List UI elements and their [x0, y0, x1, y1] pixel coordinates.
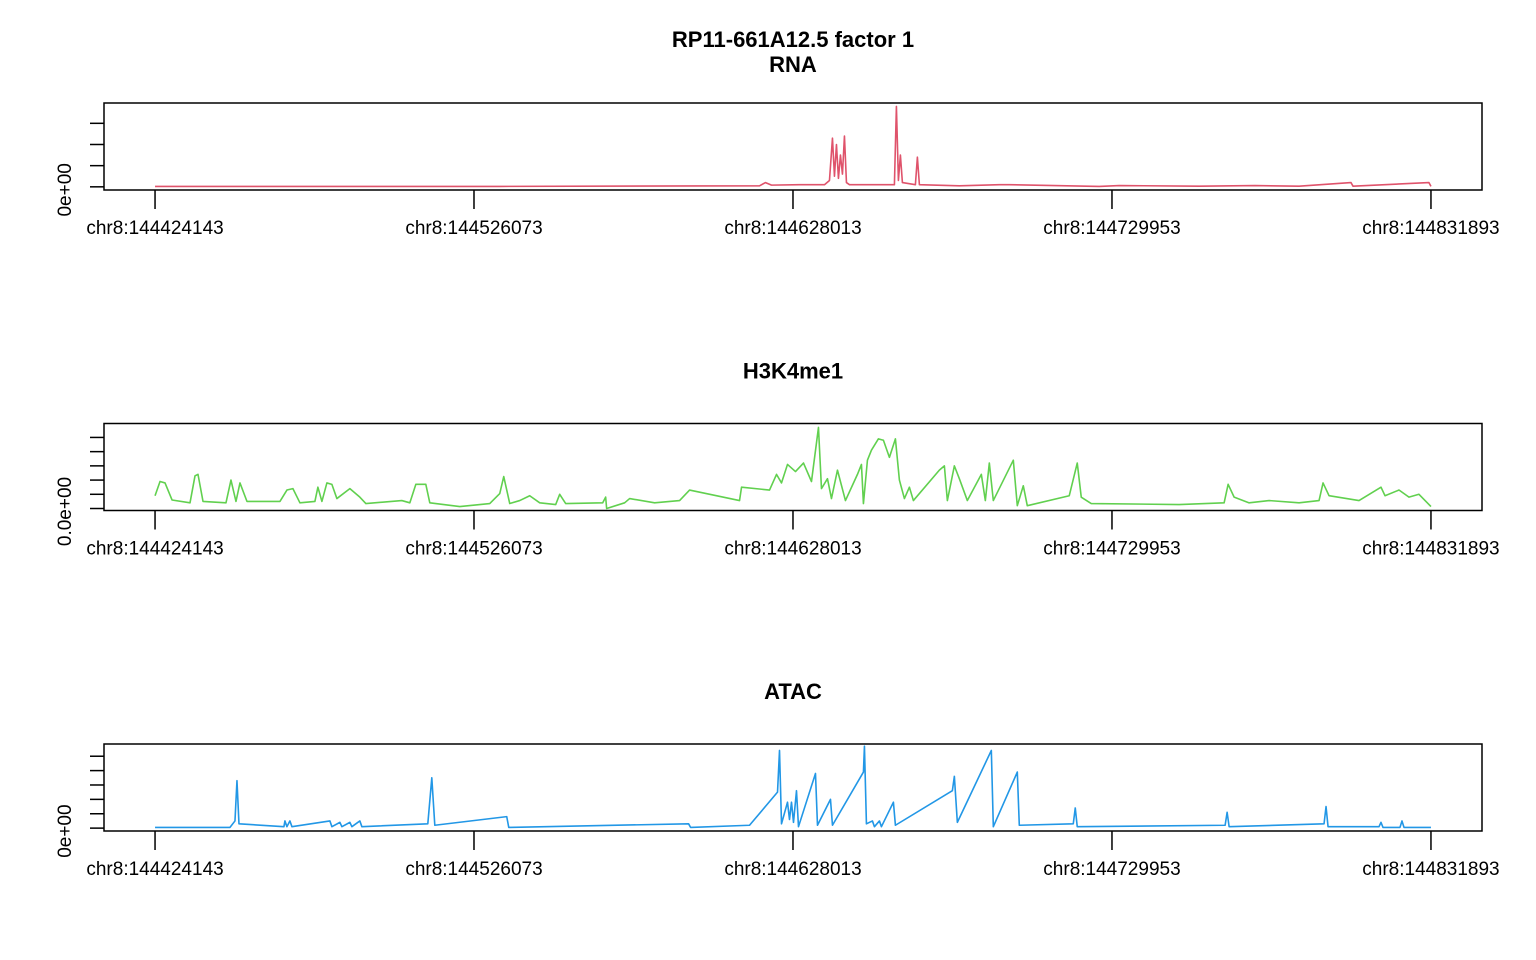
x-tick-label: chr8:144526073: [405, 218, 542, 239]
y-tick-label: 0.0e+00: [55, 477, 76, 546]
x-tick-label: chr8:144831893: [1362, 859, 1499, 880]
x-tick-label: chr8:144831893: [1362, 218, 1499, 239]
y-tick-label: 0e+00: [55, 163, 76, 216]
panel-title: ATAC: [764, 679, 822, 704]
plot-box: [103, 102, 1483, 191]
y-tick-label: 0e+00: [55, 804, 76, 857]
signal-line: [155, 745, 1431, 829]
x-tick-label: chr8:144729953: [1043, 539, 1180, 560]
x-tick-label: chr8:144526073: [405, 859, 542, 880]
x-tick-label: chr8:144628013: [724, 859, 861, 880]
signal-line: [155, 105, 1432, 188]
plot-box: [103, 422, 1483, 512]
x-tick-label: chr8:144729953: [1043, 218, 1180, 239]
x-tick-label: chr8:144729953: [1043, 859, 1180, 880]
x-tick-label: chr8:144424143: [86, 539, 223, 560]
panel-title: RNA: [769, 52, 817, 77]
x-tick-label: chr8:144628013: [724, 539, 861, 560]
x-tick-label: chr8:144526073: [405, 539, 542, 560]
x-tick-label: chr8:144424143: [86, 859, 223, 880]
x-tick-label: chr8:144831893: [1362, 539, 1499, 560]
signal-line: [154, 426, 1432, 510]
x-tick-label: chr8:144628013: [724, 218, 861, 239]
x-tick-label: chr8:144424143: [86, 218, 223, 239]
page-title: RP11-661A12.5 factor 1: [672, 27, 914, 52]
panel-title: H3K4me1: [743, 358, 843, 383]
